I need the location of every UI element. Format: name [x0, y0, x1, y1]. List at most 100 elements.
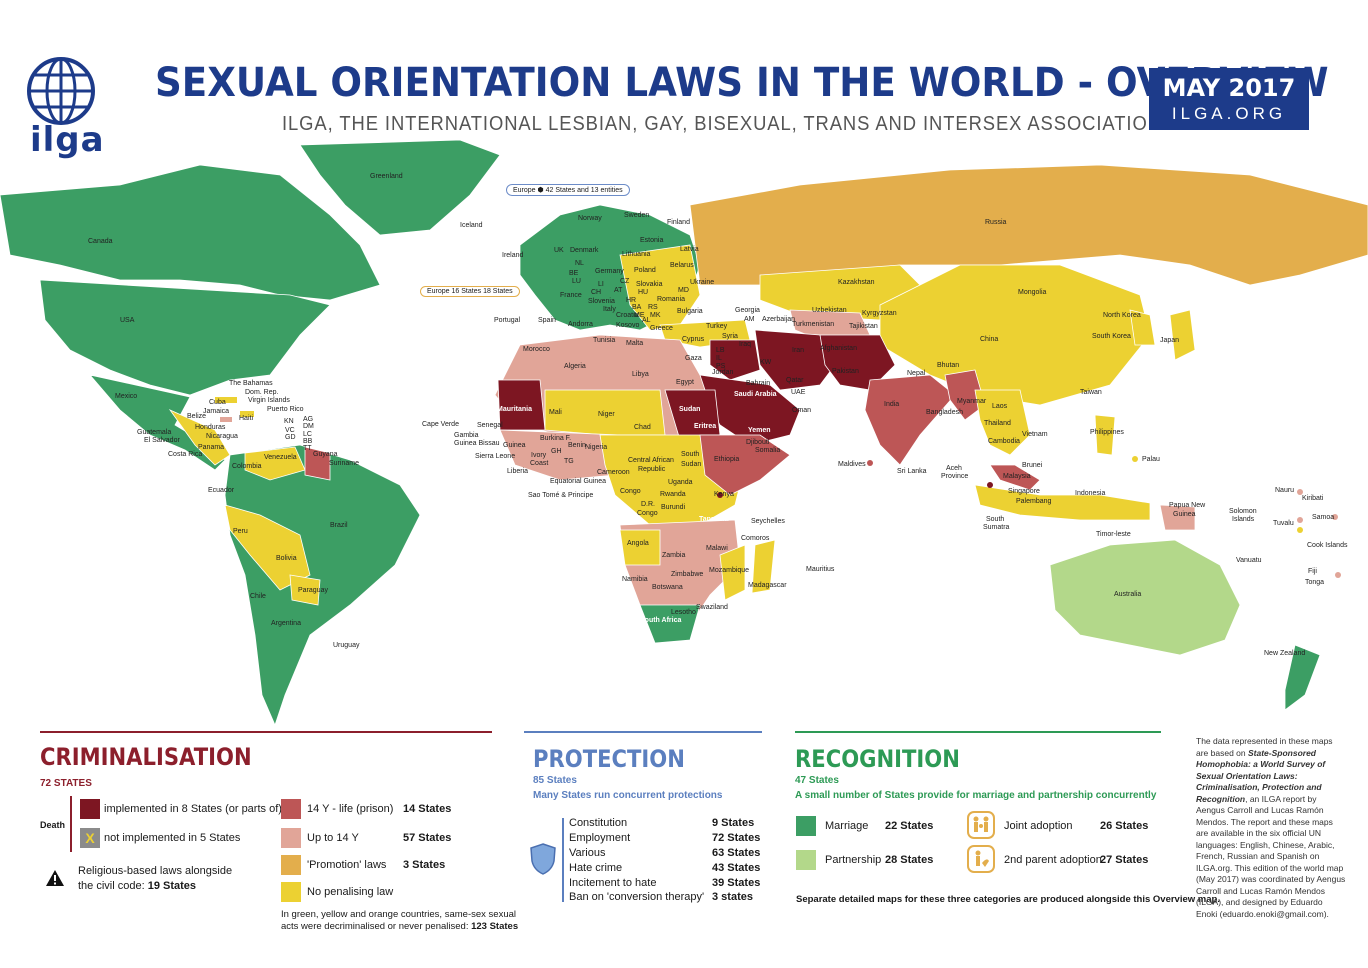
label-yemen: Yemen [748, 427, 771, 434]
label-malawi: Malawi [706, 545, 728, 552]
label-swaziland: Swaziland [696, 604, 728, 611]
europe-protection-label: Europe [513, 187, 536, 194]
protection-constitution-label: Constitution [569, 817, 628, 829]
protection-title: PROTECTION [533, 745, 685, 773]
swatch-marriage [796, 816, 816, 836]
label-guatemala: Guatemala [137, 429, 172, 436]
label-gd: GD [285, 434, 296, 441]
label-taiwan: Taiwan [1080, 389, 1102, 396]
no-penalising-label: No penalising law [307, 886, 394, 898]
swatch-partnership [796, 850, 816, 870]
label-canada: Canada [88, 238, 113, 245]
label-palau: Palau [1142, 456, 1160, 463]
label-sudan: Sudan [679, 406, 701, 413]
recognition-count: 47 States [795, 775, 839, 786]
label-egypt: Egypt [676, 379, 694, 386]
label-aceh-province: Province [941, 473, 969, 480]
label-mongolia: Mongolia [1018, 289, 1047, 296]
protection-bracket [562, 818, 564, 902]
region-madagascar [751, 539, 776, 594]
label-ch: CH [591, 289, 602, 296]
label-japan: Japan [1160, 337, 1180, 344]
label-congo: Congo [620, 488, 641, 495]
label-at: AT [614, 287, 623, 294]
label-brazil: Brazil [330, 522, 348, 529]
label-kn: KN [284, 418, 294, 425]
label-mali: Mali [549, 409, 562, 416]
label-peru: Peru [233, 528, 248, 535]
label-nigeria: Nigeria [585, 444, 608, 451]
ilga-globe-logo [27, 57, 95, 125]
region-greenland [299, 139, 501, 236]
region-korea-japan [1129, 309, 1156, 346]
label-chile: Chile [250, 593, 266, 600]
label-nicaragua: Nicaragua [206, 433, 238, 440]
protection-employment-label: Employment [569, 832, 631, 844]
label-tt: TT [303, 445, 312, 452]
label-mauritania: Mauritania [497, 406, 533, 413]
label-uruguay: Uruguay [333, 642, 360, 649]
protection-incitement-count: 39 States [712, 877, 761, 889]
label-venezuela: Venezuela [264, 454, 297, 461]
criminalisation-rule [40, 731, 492, 733]
label-kosovo: Kosovo [616, 322, 640, 329]
prison-life-label: 14 Y - life (prison) [307, 803, 394, 815]
prison-life-count: 14 States [403, 803, 452, 815]
label-china: China [980, 336, 999, 343]
label-poland: Poland [634, 267, 656, 274]
protection-employment-count: 72 States [712, 832, 761, 844]
label-saudi-arabia: Saudi Arabia [734, 391, 777, 398]
label-thailand: Thailand [984, 420, 1011, 427]
label-eq-guinea: Equatorial Guinea [550, 478, 607, 485]
up-to-14y-count: 57 States [403, 832, 452, 844]
label-mauritius: Mauritius [806, 566, 835, 573]
region-indonesia [974, 484, 1151, 521]
label-gaza: Gaza [685, 355, 702, 362]
region-malaysia [989, 464, 1041, 491]
label-qatar: Qatar [786, 377, 804, 384]
label-guinea-bissau: Guinea Bissau [454, 440, 500, 447]
ilga-logo-text: ilga [30, 120, 105, 160]
religious-laws-prefix: the civil code: [78, 880, 148, 892]
protection-note: Many States run concurrent protections [533, 790, 723, 801]
label-uzbekistan: Uzbekistan [812, 307, 847, 314]
protection-rule [524, 731, 762, 733]
label-ba: BA [632, 304, 642, 311]
partnership-count: 28 States [885, 854, 934, 866]
site-text: ILGA.ORG [1171, 104, 1287, 123]
label-georgia: Georgia [735, 307, 760, 314]
europe-second-count: 18 States [483, 288, 513, 295]
label-ivory-2: Coast [530, 460, 549, 467]
label-ethiopia: Ethiopia [714, 456, 740, 463]
label-denmark: Denmark [570, 247, 599, 254]
label-cameroon: Cameroon [597, 469, 630, 476]
joint-adoption-icon [967, 811, 995, 839]
region-se-asia [974, 389, 1031, 456]
europe-adoption-label: Europe [427, 288, 450, 295]
label-latvia: Latvia [680, 246, 699, 253]
label-france: France [560, 292, 582, 299]
warning-icon [46, 870, 64, 886]
date-text: MAY 2017 [1162, 74, 1296, 102]
label-bhutan: Bhutan [937, 362, 960, 369]
label-vanuatu: Vanuatu [1236, 557, 1262, 564]
label-md: MD [678, 287, 689, 294]
label-botswana: Botswana [652, 584, 683, 591]
region-south-africa [639, 604, 701, 644]
label-ag: AG [303, 416, 314, 423]
label-bb: BB [303, 438, 313, 445]
label-afghanistan: Afghanistan [820, 345, 857, 352]
region-west-africa [499, 429, 621, 481]
label-uganda: Uganda [668, 479, 693, 486]
swatch-prison-life [281, 799, 301, 819]
label-singapore: Singapore [1008, 488, 1040, 495]
label-guyana: Guyana [313, 451, 338, 458]
label-pakistan: Pakistan [832, 368, 859, 375]
label-drc-2: Congo [637, 510, 658, 517]
label-namibia: Namibia [622, 576, 648, 583]
label-bahamas: The Bahamas [229, 380, 273, 387]
world-map: Europe ⬢ 42 States and 13 entities Europ… [0, 135, 1368, 730]
label-oman: Oman [792, 407, 812, 414]
region-mexico [88, 374, 226, 471]
protection-hate-crime-count: 43 States [712, 862, 761, 874]
